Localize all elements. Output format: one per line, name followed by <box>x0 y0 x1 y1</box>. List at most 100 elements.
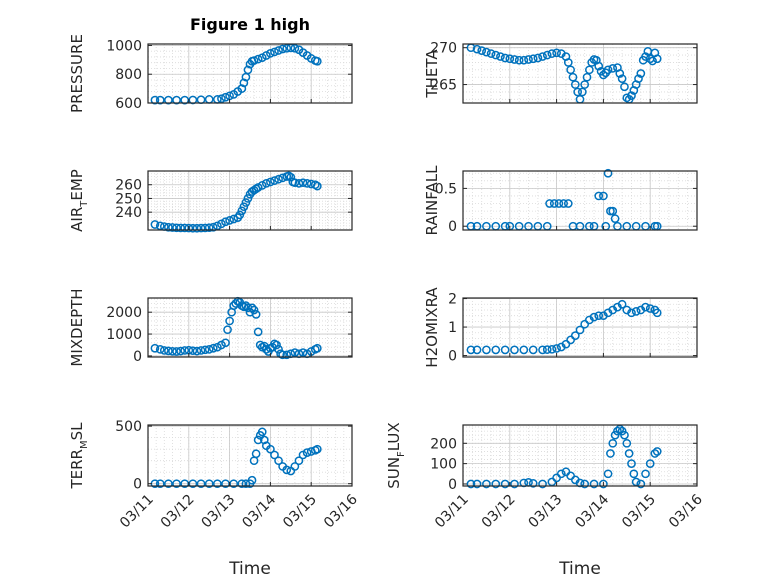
data-point <box>310 180 320 190</box>
data-point <box>241 198 251 207</box>
data-point <box>172 479 181 489</box>
data-point <box>237 479 247 489</box>
x-tick-label: 03/11 <box>432 492 472 532</box>
y-tick-label: 270 <box>430 41 457 57</box>
data-point <box>247 303 257 313</box>
data-point <box>223 325 232 335</box>
x-tick-label: 03/16 <box>666 491 706 531</box>
data-point <box>622 438 632 448</box>
data-point <box>589 479 599 489</box>
data-point <box>249 305 259 315</box>
data-point <box>559 199 568 208</box>
data-point <box>528 345 538 355</box>
data-point <box>545 199 554 208</box>
data-point <box>636 479 646 489</box>
y-tick-label: 0 <box>448 219 457 235</box>
data-point <box>613 426 622 436</box>
data-point <box>155 345 165 354</box>
data-point <box>466 345 476 355</box>
data-point <box>482 479 491 489</box>
data-point <box>603 469 613 479</box>
data-point <box>164 222 173 232</box>
data-point <box>257 181 267 190</box>
data-point <box>312 56 322 66</box>
subplot-8: 0 100 200 03/11 03/12 03/13 03/14 03/15 03/16 SUN… <box>385 422 706 579</box>
data-point <box>192 223 202 233</box>
y-tick-label: 260 <box>115 178 142 194</box>
data-point <box>150 95 160 105</box>
data-point <box>204 223 214 233</box>
data-point <box>528 479 538 488</box>
data-point <box>239 78 249 88</box>
data-point <box>253 183 263 192</box>
data-point <box>466 479 476 489</box>
data-point <box>566 65 575 75</box>
data-point <box>150 220 160 229</box>
data-point <box>180 346 190 355</box>
data-point <box>491 50 501 60</box>
data-point <box>172 223 181 233</box>
x-axis-label: Time <box>558 559 601 579</box>
data-point <box>184 223 194 233</box>
data-point <box>235 210 245 220</box>
x-axis-label: Time <box>228 559 271 579</box>
data-point <box>510 345 519 355</box>
data-point <box>542 50 552 60</box>
y-axis-label: THETA <box>423 49 441 99</box>
data-point <box>225 316 234 326</box>
data-point <box>298 178 308 188</box>
subplot-5: 0 1000 2000 MIXDEPTH <box>68 288 353 367</box>
data-point <box>472 44 482 54</box>
y-tick-label: 600 <box>115 96 142 112</box>
data-point <box>542 345 552 354</box>
data-point <box>528 54 538 64</box>
data-point <box>164 95 173 105</box>
data-point <box>168 223 177 232</box>
data-point <box>627 459 636 468</box>
y-tick-label: 0 <box>448 477 457 493</box>
data-point <box>538 479 547 489</box>
data-point <box>176 346 185 356</box>
data-point <box>312 444 322 454</box>
data-point <box>496 52 505 61</box>
x-tick-label: 03/14 <box>572 491 612 531</box>
data-point <box>274 456 283 466</box>
data-point <box>645 304 655 313</box>
y-axis-label: AIRTEMP <box>68 169 90 232</box>
data-point <box>610 214 620 224</box>
data-point <box>620 82 629 92</box>
y-tick-label: 240 <box>115 205 142 221</box>
data-point <box>217 94 226 104</box>
data-point <box>237 206 247 216</box>
data-point <box>486 49 496 58</box>
data-point <box>312 343 322 353</box>
data-point <box>284 171 294 181</box>
data-point <box>617 299 627 309</box>
x-tick-label: 03/12 <box>158 492 198 532</box>
data-point <box>652 447 662 456</box>
y-axis-label: SUNFLUX <box>385 422 407 488</box>
data-point <box>196 223 206 233</box>
data-point <box>524 55 533 64</box>
data-point <box>500 53 510 63</box>
data-point <box>213 479 222 489</box>
data-point <box>589 312 599 322</box>
x-tick-label: 03/16 <box>321 491 361 531</box>
data-point <box>253 54 263 64</box>
data-point <box>204 479 214 489</box>
data-point <box>200 345 210 355</box>
data-point <box>274 174 283 184</box>
data-point <box>294 456 304 466</box>
data-point <box>573 87 583 97</box>
data-point <box>204 345 214 354</box>
x-tick-label: 03/13 <box>526 492 566 532</box>
data-point <box>251 310 261 319</box>
x-tick-label: 03/13 <box>199 492 239 532</box>
data-point <box>217 219 226 229</box>
y-tick-label: 0 <box>448 349 457 365</box>
y-tick-label: 0 <box>133 349 142 365</box>
data-point <box>594 191 604 201</box>
data-point <box>603 65 613 75</box>
data-point <box>282 43 292 53</box>
